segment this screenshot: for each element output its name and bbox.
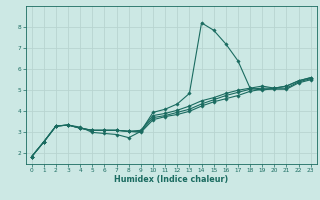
X-axis label: Humidex (Indice chaleur): Humidex (Indice chaleur) — [114, 175, 228, 184]
